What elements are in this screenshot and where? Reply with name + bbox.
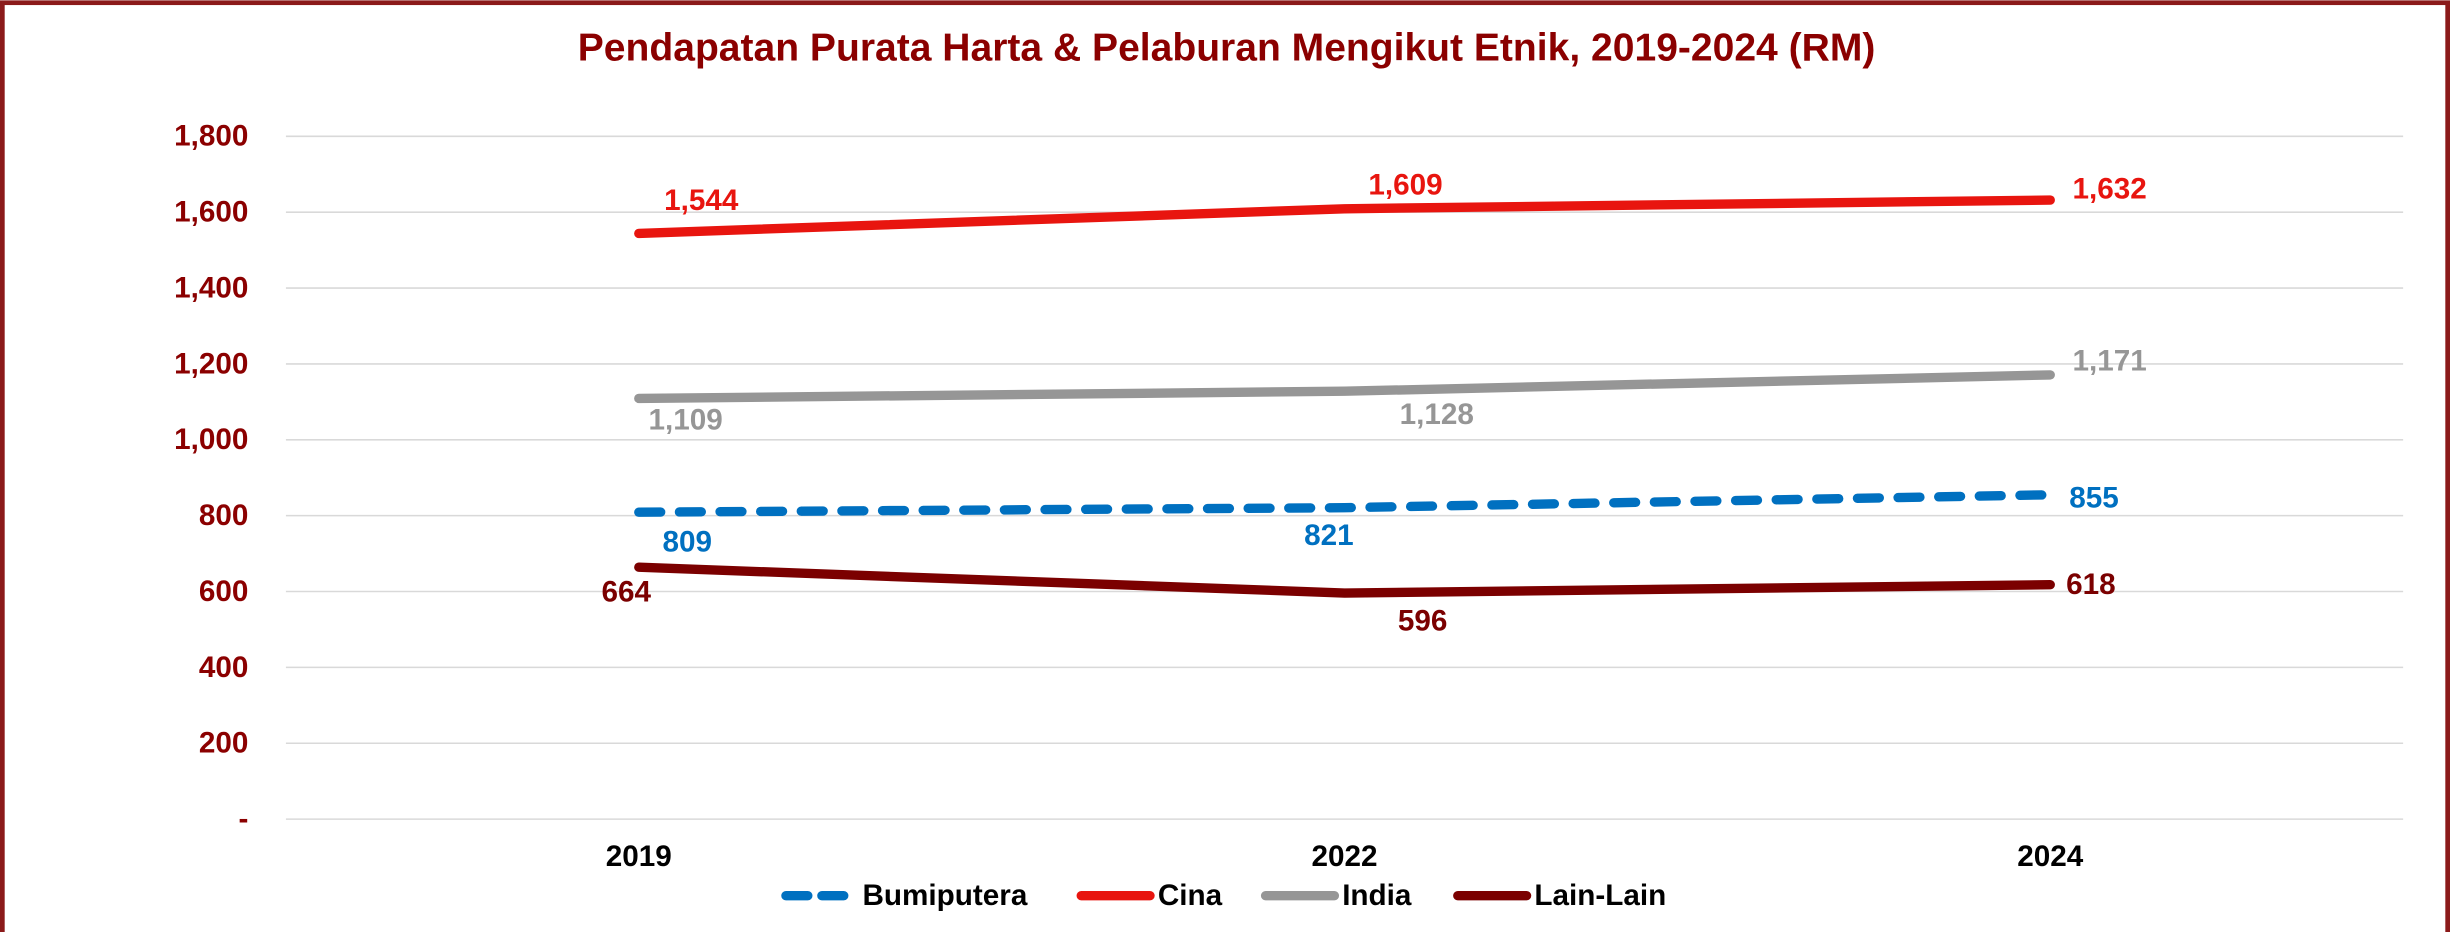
y-tick-label: - <box>239 803 249 836</box>
data-label: 1,632 <box>2073 173 2147 206</box>
y-tick-label: 1,400 <box>174 271 248 304</box>
data-label: 1,544 <box>664 184 739 217</box>
data-label: 596 <box>1398 605 1448 638</box>
x-tick-label: 2019 <box>606 840 672 873</box>
y-tick-label: 600 <box>199 575 249 608</box>
y-tick-label: 1,800 <box>174 120 248 153</box>
legend-label: Bumiputera <box>863 879 1028 912</box>
data-label: 664 <box>602 576 652 609</box>
chart-title: Pendapatan Purata Harta & Pelaburan Meng… <box>578 27 1876 70</box>
y-tick-label: 1,000 <box>174 423 248 456</box>
y-tick-label: 200 <box>199 727 249 760</box>
data-label: 1,609 <box>1368 169 1442 202</box>
data-label: 855 <box>2069 481 2119 514</box>
legend-label: Lain-Lain <box>1534 879 1666 912</box>
series-line <box>634 490 2055 517</box>
y-tick-label: 400 <box>199 651 249 684</box>
series-line <box>634 562 2055 598</box>
legend-label: Cina <box>1158 879 1223 912</box>
data-label: 618 <box>2066 568 2116 601</box>
data-label: 1,109 <box>649 404 723 437</box>
x-tick-label: 2022 <box>1312 840 1378 873</box>
data-label: 821 <box>1304 519 1354 552</box>
y-tick-label: 1,200 <box>174 347 248 380</box>
series-line <box>634 370 2055 404</box>
data-label: 1,128 <box>1400 398 1474 431</box>
data-label: 809 <box>662 525 712 558</box>
y-tick-label: 800 <box>199 499 249 532</box>
x-tick-label: 2024 <box>2017 840 2084 873</box>
legend-label: India <box>1342 879 1412 912</box>
y-tick-label: 1,600 <box>174 196 248 229</box>
data-label: 1,171 <box>2073 344 2147 377</box>
series-line <box>634 195 2055 239</box>
